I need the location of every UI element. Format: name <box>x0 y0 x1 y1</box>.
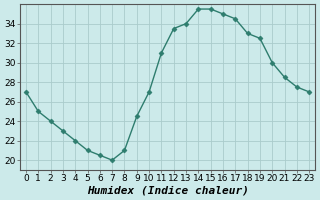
X-axis label: Humidex (Indice chaleur): Humidex (Indice chaleur) <box>87 186 249 196</box>
